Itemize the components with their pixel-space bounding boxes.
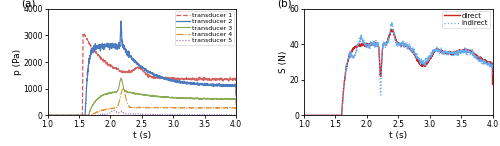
transducer 1 <box>209 78 215 79</box>
indirect <box>388 21 394 22</box>
transducer 4 <box>120 88 126 90</box>
indirect <box>486 64 492 66</box>
transducer 5 <box>117 112 123 114</box>
direct <box>382 44 388 45</box>
Line: transducer 1: transducer 1 <box>48 34 236 115</box>
X-axis label: t (s): t (s) <box>132 131 151 140</box>
transducer 1 <box>230 80 235 81</box>
indirect <box>322 114 328 116</box>
transducer 2 <box>118 20 124 22</box>
transducer 1 <box>117 70 123 72</box>
transducer 3 <box>117 81 123 83</box>
direct <box>466 50 471 52</box>
transducer 2 <box>125 53 131 55</box>
direct <box>373 43 379 45</box>
transducer 4 <box>77 114 83 116</box>
transducer 1 <box>44 114 51 116</box>
transducer 5 <box>209 114 215 116</box>
transducer 2 <box>77 114 83 116</box>
transducer 1 <box>233 93 239 94</box>
transducer 2 <box>44 114 51 116</box>
Legend: transducer 1, transducer 2, transducer 3, transducer 4, transducer 5: transducer 1, transducer 2, transducer 3… <box>174 11 234 45</box>
transducer 2 <box>209 84 215 86</box>
Legend: direct, indirect: direct, indirect <box>442 11 490 28</box>
indirect <box>490 74 496 76</box>
transducer 1 <box>125 71 131 73</box>
transducer 3 <box>44 114 51 116</box>
transducer 1 <box>81 33 87 35</box>
Line: transducer 3: transducer 3 <box>48 78 236 115</box>
transducer 3 <box>233 104 239 106</box>
Line: transducer 2: transducer 2 <box>48 21 236 115</box>
indirect <box>373 44 379 46</box>
direct <box>301 114 307 116</box>
transducer 3 <box>209 98 215 100</box>
transducer 3 <box>77 114 83 116</box>
transducer 5 <box>125 113 131 115</box>
transducer 2 <box>233 95 239 97</box>
direct <box>334 114 340 116</box>
transducer 5 <box>233 114 239 116</box>
X-axis label: t (s): t (s) <box>389 131 407 140</box>
transducer 2 <box>230 85 235 86</box>
direct <box>490 83 496 85</box>
transducer 1 <box>77 114 83 116</box>
transducer 3 <box>66 114 72 116</box>
indirect <box>466 50 471 52</box>
transducer 3 <box>125 92 131 93</box>
transducer 2 <box>117 45 123 47</box>
Text: (a): (a) <box>21 0 35 9</box>
transducer 4 <box>230 107 235 108</box>
transducer 5 <box>77 114 83 116</box>
indirect <box>301 114 307 116</box>
transducer 4 <box>66 114 72 116</box>
transducer 2 <box>66 114 72 116</box>
Y-axis label: S (N): S (N) <box>279 51 288 73</box>
transducer 3 <box>230 98 235 100</box>
Line: indirect: indirect <box>304 21 492 115</box>
Line: transducer 5: transducer 5 <box>48 110 236 115</box>
transducer 4 <box>209 107 215 109</box>
transducer 4 <box>44 114 51 116</box>
direct <box>389 28 395 30</box>
transducer 1 <box>66 114 72 116</box>
transducer 3 <box>118 77 124 79</box>
Text: (b): (b) <box>278 0 292 9</box>
transducer 5 <box>230 114 235 116</box>
Y-axis label: p (Pa): p (Pa) <box>12 49 22 75</box>
Line: transducer 4: transducer 4 <box>48 89 236 115</box>
transducer 4 <box>117 99 123 100</box>
transducer 5 <box>66 114 72 116</box>
transducer 5 <box>44 114 51 116</box>
indirect <box>382 44 388 45</box>
direct <box>322 114 328 116</box>
indirect <box>334 114 340 116</box>
transducer 4 <box>125 104 131 106</box>
Line: direct: direct <box>304 29 492 115</box>
transducer 4 <box>233 110 239 112</box>
direct <box>486 61 492 63</box>
transducer 5 <box>110 109 116 111</box>
